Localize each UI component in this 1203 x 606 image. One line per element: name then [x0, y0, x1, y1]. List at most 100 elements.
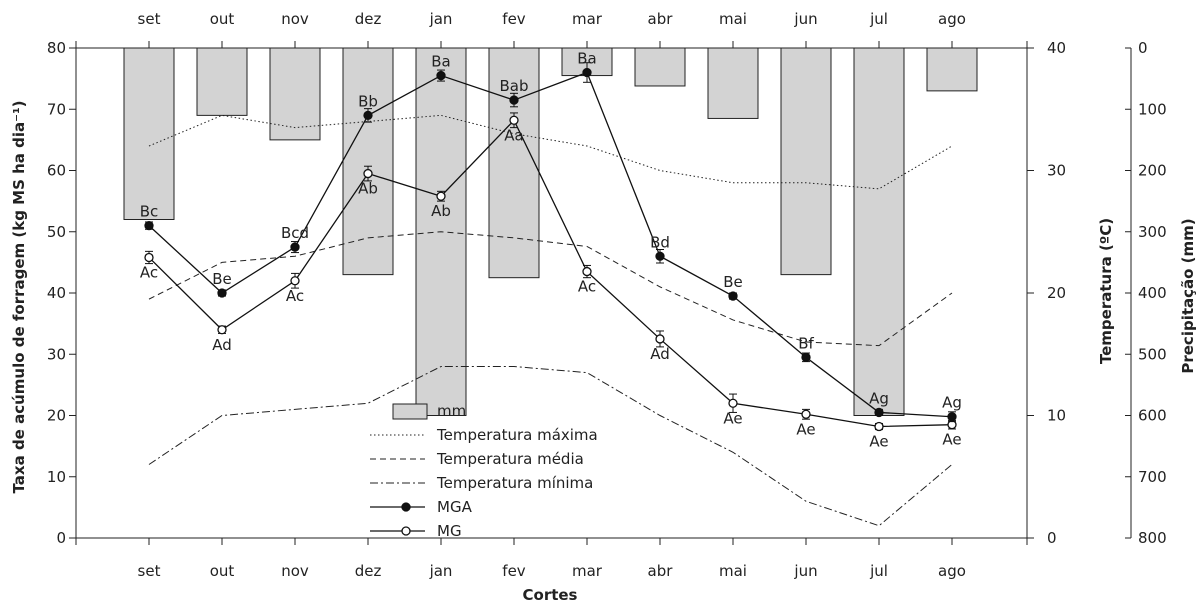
mg-point	[582, 266, 592, 277]
mga-point	[874, 407, 884, 418]
mga-point	[728, 291, 738, 301]
mg-point	[655, 334, 665, 344]
mga-point	[582, 67, 592, 78]
precip-bar-ago	[926, 47, 978, 92]
mg-point	[874, 421, 884, 432]
x-tick-label-bottom: jun	[793, 562, 817, 580]
mg-point	[290, 276, 300, 286]
temp-med-line	[148, 231, 953, 347]
temperature-lines	[148, 114, 953, 527]
x-tick-label-top: nov	[281, 10, 309, 28]
mg-point	[436, 191, 446, 201]
mga-label: Ag	[942, 394, 962, 412]
left-tick-label: 60	[47, 162, 66, 180]
legend-swatch-mm	[392, 403, 428, 420]
precip-tick-label: 300	[1138, 223, 1167, 241]
mga-point	[655, 251, 665, 261]
x-tick-label-bottom: ago	[938, 562, 966, 580]
legend-entry-label: Temperatura máxima	[436, 426, 598, 444]
precip-bar-jun	[780, 47, 832, 276]
precip-tick-label: 600	[1138, 407, 1167, 425]
temp-tick-label: 0	[1047, 529, 1057, 547]
x-tick-label-top: abr	[648, 10, 674, 28]
mg-point	[509, 115, 519, 125]
mg-label: Ab	[358, 180, 378, 198]
mga-label: Bcd	[281, 224, 309, 242]
mga-line	[148, 71, 953, 418]
legend-entry-label: mm	[437, 402, 466, 420]
precip-bar-set	[123, 47, 175, 220]
mg-label: Ad	[212, 336, 232, 354]
x-tick-label-top: jan	[429, 10, 453, 28]
mg-label: Ab	[431, 202, 451, 220]
x-tick-label-top: ago	[938, 10, 966, 28]
mga-point	[144, 220, 154, 231]
precip-bar-out	[196, 47, 248, 116]
mga-label: Ag	[869, 389, 889, 407]
x-tick-label-top: jul	[869, 10, 888, 28]
x-tick-label-bottom: jan	[429, 562, 453, 580]
mga-point	[509, 95, 519, 105]
left-tick-label: 50	[47, 223, 66, 241]
mg-label: Ae	[723, 409, 742, 427]
temp-tick-label: 40	[1047, 39, 1066, 57]
mga-point	[801, 352, 811, 362]
left-tick-label: 40	[47, 284, 66, 302]
x-tick-label-bottom: out	[210, 562, 235, 580]
precip-bar-abr	[634, 47, 686, 87]
mga-label: Bf	[798, 334, 814, 352]
x-tick-label-top: fev	[502, 10, 526, 28]
x-tick-label-top: out	[210, 10, 235, 28]
temp-tick-label: 10	[1047, 407, 1066, 425]
x-tick-label-bottom: abr	[648, 562, 674, 580]
mg-point	[801, 409, 811, 419]
precip-bar-jul	[853, 47, 905, 416]
mg-line	[148, 119, 953, 428]
legend-swatch-mg-marker	[401, 526, 411, 536]
precipitation-bars	[123, 47, 978, 416]
left-tick-label: 20	[47, 407, 66, 425]
temp-tick-label: 30	[1047, 162, 1066, 180]
mg-label: Ad	[650, 345, 670, 363]
mg-label: Ae	[942, 431, 961, 449]
mga-label: Be	[723, 273, 743, 291]
x-tick-label-bottom: mai	[719, 562, 747, 580]
x-tick-label-top: dez	[355, 10, 382, 28]
mg-point	[728, 398, 738, 408]
legend-swatch-mga-marker	[401, 502, 411, 512]
x-tick-label-bottom: nov	[281, 562, 309, 580]
mg-point	[217, 325, 227, 335]
x-tick-label-bottom: jul	[869, 562, 888, 580]
legend-entry-label: Temperatura mínima	[436, 474, 593, 492]
precip-tick-label: 500	[1138, 345, 1167, 363]
x-tick-label-top: jun	[793, 10, 817, 28]
x-axis-title: Cortes	[523, 586, 578, 604]
mga-label: Bab	[499, 77, 528, 95]
legend: mm Temperatura máxima Temperatura média Tem…	[370, 402, 598, 540]
left-tick-label: 0	[56, 529, 66, 547]
legend-entry-label: MGA	[437, 498, 473, 516]
mg-label: Aa	[504, 126, 523, 144]
left-tick-label: 80	[47, 39, 66, 57]
mga-point	[436, 70, 446, 81]
x-tick-label-top: mar	[572, 10, 603, 28]
precip-tick-label: 200	[1138, 162, 1167, 180]
forage-series	[144, 62, 957, 432]
precip-bar-nov	[269, 47, 321, 141]
mg-label: Ae	[869, 433, 888, 451]
mga-point	[217, 288, 227, 298]
left-tick-label: 30	[47, 345, 66, 363]
x-tick-label-bottom: dez	[355, 562, 382, 580]
mg-point	[363, 168, 373, 179]
temp-max-line	[148, 114, 953, 190]
mga-label: Bb	[358, 92, 378, 110]
x-tick-label-top: mai	[719, 10, 747, 28]
mga-point	[290, 242, 300, 252]
y-axis-temp-title: Temperatura (ºC)	[1097, 218, 1115, 364]
precip-bar-mai	[707, 47, 759, 119]
mga-label: Ba	[577, 50, 596, 68]
y-axis-precip-title: Precipitação (mm)	[1179, 218, 1197, 373]
x-tick-label-bottom: mar	[572, 562, 603, 580]
